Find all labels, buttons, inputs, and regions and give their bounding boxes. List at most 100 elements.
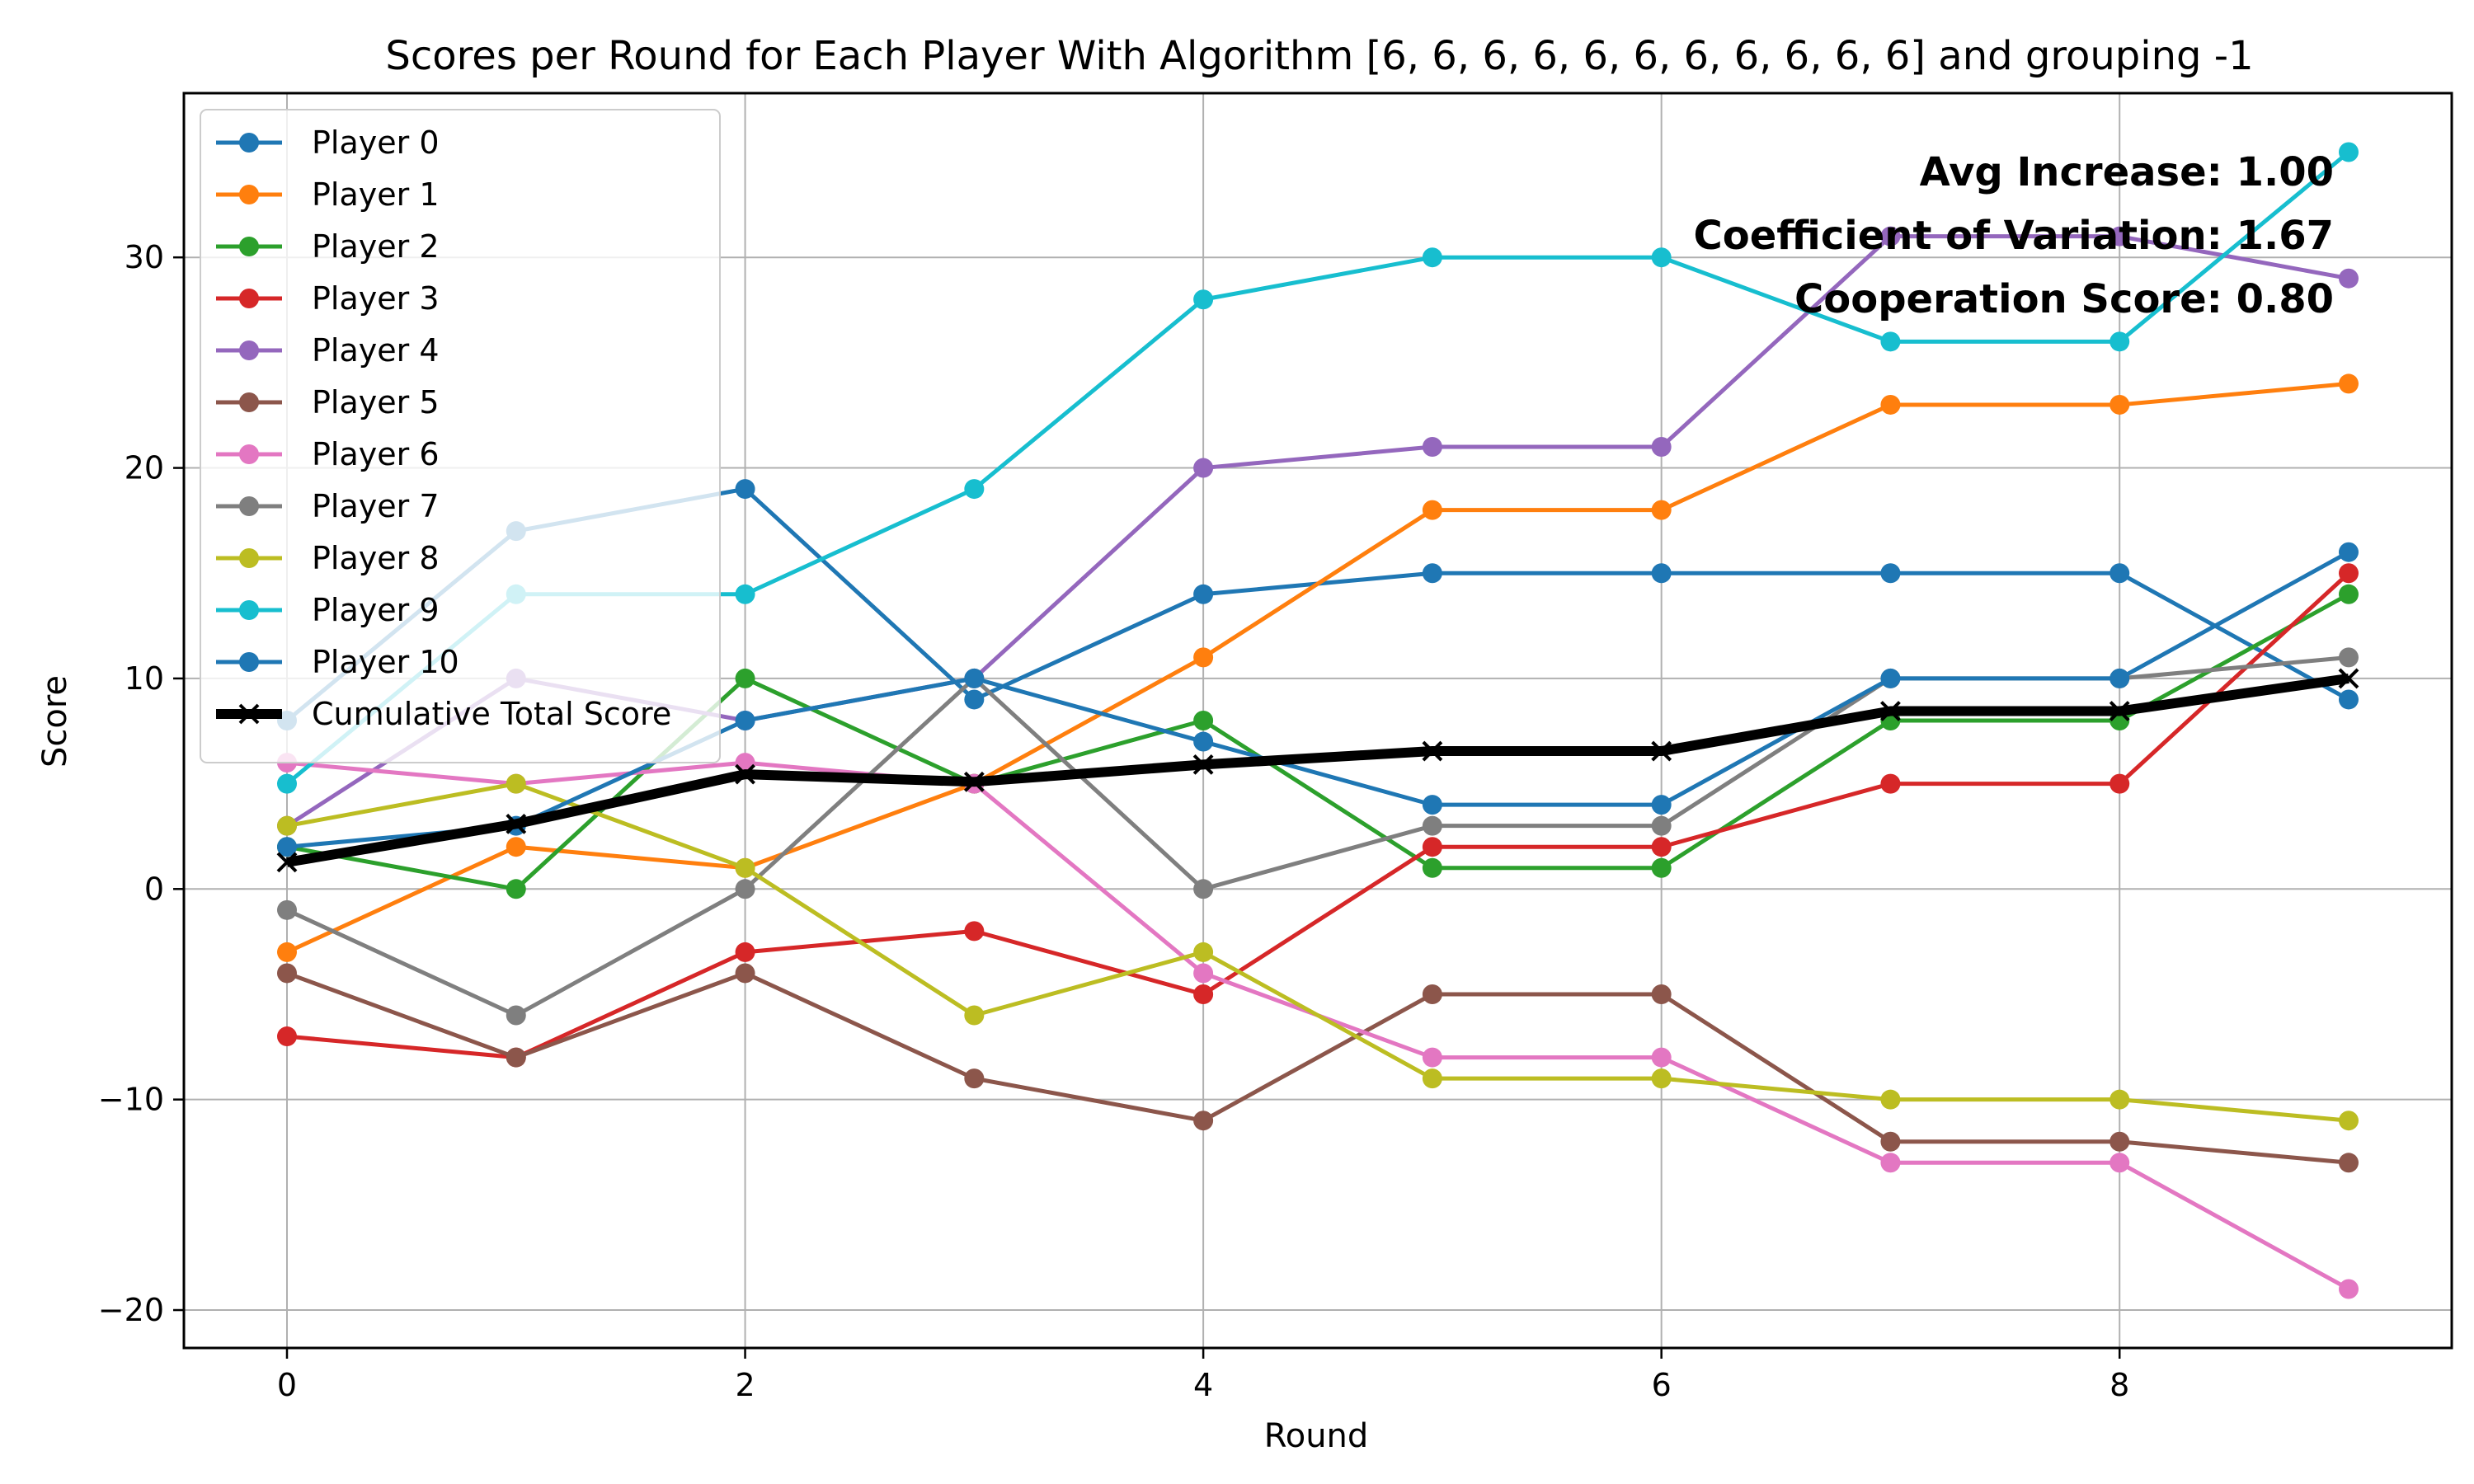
legend-entry: Player 5 [216, 384, 440, 420]
data-point [1880, 1153, 1901, 1173]
legend-entry: Player 3 [216, 280, 440, 317]
legend-entry: Player 7 [216, 488, 440, 524]
series-player-1 [277, 373, 2359, 962]
y-axis-label: Score [36, 675, 74, 768]
series-player-5 [277, 963, 2359, 1173]
data-point [506, 879, 526, 899]
data-point [277, 773, 297, 794]
data-point [1193, 584, 1214, 604]
series-line [286, 571, 2350, 1060]
y-tick-label: −10 [98, 1082, 164, 1118]
legend: Player 0 Player 1 Player 2 Player 3 Player 4… [200, 109, 721, 763]
series-line [286, 970, 2349, 1165]
data-point [1651, 500, 1672, 520]
x-tick-label: 4 [1193, 1367, 1213, 1403]
data-point [1880, 1131, 1901, 1152]
data-point [735, 857, 755, 878]
legend-entry: Player 2 [216, 228, 440, 265]
data-point [735, 584, 755, 604]
data-point [964, 689, 985, 710]
legend-label: Player 1 [312, 176, 440, 213]
data-point [2339, 647, 2359, 668]
data-point [2339, 542, 2359, 562]
data-point [1193, 942, 1214, 962]
legend-entry: Player 8 [216, 540, 440, 576]
data-point [1422, 1047, 1442, 1068]
axis-ticks: 0 2 4 6 8 −20 −10 0 10 20 30 [98, 239, 2130, 1403]
legend-marker [239, 392, 259, 412]
stat-annotation: Cooperation Score: 0.80 [1794, 276, 2334, 322]
data-point [735, 711, 755, 730]
cumulative-marker [1422, 740, 1443, 762]
legend-label: Cumulative Total Score [312, 696, 671, 732]
y-tick-label: 20 [125, 450, 164, 486]
data-point [277, 837, 297, 857]
data-point [506, 1047, 526, 1068]
series-line [285, 381, 2349, 955]
cumulative-marker [1880, 701, 1901, 721]
data-point [1651, 837, 1672, 857]
data-point [2339, 563, 2359, 584]
data-point [2339, 142, 2359, 162]
y-tick-label: 30 [125, 239, 164, 275]
data-point [2339, 584, 2359, 604]
series-player-8 [277, 773, 2359, 1131]
data-point [2339, 1111, 2359, 1131]
legend-marker [239, 444, 259, 464]
data-point [735, 479, 755, 500]
data-point [2109, 1131, 2130, 1152]
data-point [964, 479, 985, 500]
legend-marker [239, 548, 259, 568]
data-point [1422, 815, 1442, 836]
data-point [277, 899, 297, 920]
x-tick-label: 0 [277, 1367, 297, 1403]
data-point [1880, 226, 1901, 247]
x-tick-label: 6 [1652, 1367, 1672, 1403]
plot-area-frame [182, 92, 2453, 1350]
data-point [1422, 437, 1442, 458]
x-tick-label: 2 [735, 1367, 755, 1403]
stat-annotation: Avg Increase: 1.00 [1920, 149, 2334, 195]
data-point [735, 963, 755, 984]
data-point [1651, 437, 1672, 458]
legend-marker [239, 496, 259, 516]
data-point [1422, 857, 1442, 878]
cumulative-line [276, 668, 2359, 873]
data-point [1651, 815, 1672, 836]
cumulative-marker [2109, 701, 2130, 721]
data-point [1651, 563, 1672, 584]
legend-entry: Player 10 [216, 644, 459, 680]
legend-marker [239, 600, 259, 620]
legend-entry: Player 1 [216, 176, 440, 213]
stats-annotations: Avg Increase: 1.00 Coefficient of Variati… [1694, 149, 2334, 322]
cumulative-marker [735, 763, 755, 785]
data-point [2339, 689, 2359, 710]
data-point [1193, 984, 1214, 1004]
y-tick-label: 10 [125, 660, 164, 697]
data-point [1651, 984, 1672, 1004]
data-point [735, 668, 755, 688]
chart-title: Scores per Round for Each Player With Al… [385, 33, 2253, 79]
legend-label: Player 3 [312, 280, 440, 317]
data-point [1422, 563, 1442, 584]
legend-marker [239, 652, 259, 672]
series-line [286, 782, 2349, 1123]
data-point [964, 921, 985, 942]
data-point [1880, 668, 1901, 688]
legend-label: Player 0 [312, 124, 440, 161]
data-point [1422, 1068, 1442, 1089]
data-point [2109, 226, 2130, 247]
data-point [735, 879, 755, 899]
data-point [1880, 331, 1901, 352]
legend-marker [239, 185, 259, 204]
data-point [2339, 268, 2359, 289]
data-point [735, 942, 755, 962]
data-point [1651, 857, 1672, 878]
data-point [1422, 500, 1442, 520]
data-point [2109, 394, 2130, 415]
data-point [2109, 773, 2130, 794]
data-point [1193, 647, 1214, 668]
legend-label: Player 10 [312, 644, 459, 680]
